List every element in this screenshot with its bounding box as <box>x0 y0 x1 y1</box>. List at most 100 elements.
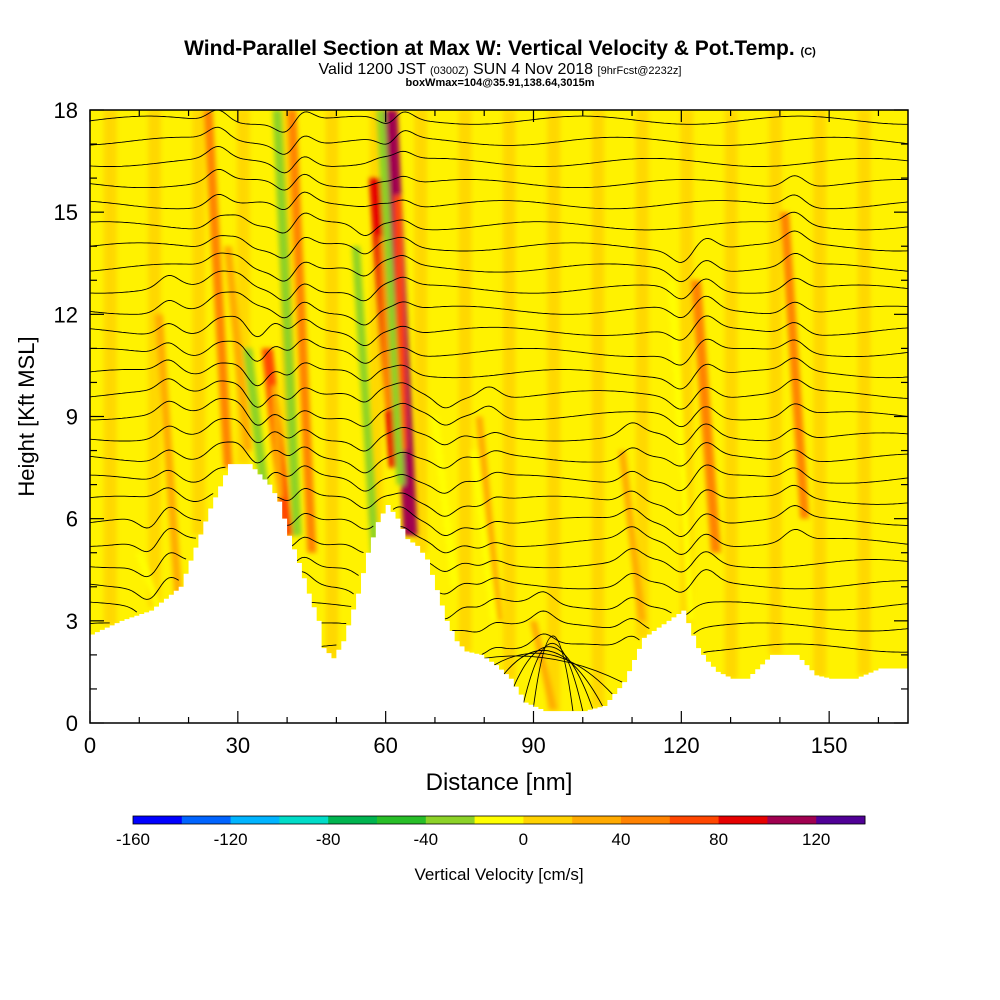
colorbar-swatch <box>669 816 720 824</box>
theta-contour-line <box>90 87 908 107</box>
colorbar-tick-label: -160 <box>116 830 150 849</box>
colorbar-swatch <box>816 816 866 824</box>
colorbar-swatch <box>133 816 183 824</box>
y-tick-label: 0 <box>66 711 78 736</box>
weak-updraft-band <box>458 110 472 652</box>
updraft-cell-core <box>379 236 393 410</box>
colorbar-swatch <box>523 816 573 824</box>
x-tick-label: 120 <box>663 733 700 758</box>
colorbar-tick-label: -80 <box>316 830 341 849</box>
downdraft-cell <box>272 110 302 536</box>
theta-contour-line <box>90 505 908 537</box>
colorbar-swatch <box>718 816 768 824</box>
colorbar-label: Vertical Velocity [cm/s] <box>414 865 583 884</box>
theta-contour-line <box>523 642 584 712</box>
weak-updraft-band <box>192 110 206 535</box>
colorbar-tick-label: -120 <box>214 830 248 849</box>
colorbar-swatch <box>621 816 671 824</box>
weak-updraft-band <box>591 110 605 708</box>
weak-updraft-band <box>325 110 339 659</box>
theta-contour-line <box>90 252 908 283</box>
updraft-cell <box>223 246 252 451</box>
theta-contour-line <box>90 126 908 155</box>
y-tick-label: 18 <box>54 98 78 123</box>
y-tick-label: 3 <box>66 609 78 634</box>
theta-contour-line <box>503 649 603 707</box>
downdraft-cell <box>431 416 459 587</box>
weak-updraft-band <box>148 110 162 607</box>
colorbar-tick-label: 80 <box>709 830 728 849</box>
weak-updraft-band <box>724 110 738 679</box>
theta-contour-line <box>90 168 908 191</box>
colorbar-tick-label: -40 <box>414 830 439 849</box>
theta-contour-line <box>321 633 908 655</box>
x-tick-label: 0 <box>84 733 96 758</box>
colorbar-tick-label: 0 <box>519 830 528 849</box>
y-axis-label: Height [Kft MSL] <box>14 336 39 496</box>
theta-contours <box>90 87 908 712</box>
updraft-cell <box>203 110 233 468</box>
theta-contour-line <box>90 484 908 517</box>
downdraft-cell <box>135 552 163 611</box>
updraft-cell <box>529 620 557 710</box>
downdraft-cell <box>667 280 695 621</box>
valid-time-line: Valid 1200 JST (0300Z) SUN 4 Nov 2018 [9… <box>0 61 1000 79</box>
colorbar-swatch <box>377 816 427 824</box>
updraft-cell-core <box>393 195 408 451</box>
updraft-cell-core <box>271 385 284 499</box>
colorbar-swatch <box>572 816 622 824</box>
weak-updraft-band <box>857 110 871 675</box>
theta-contour-line <box>90 270 908 302</box>
theta-contour-line <box>90 145 908 174</box>
y-tick-label: 15 <box>54 200 78 225</box>
theta-contour-line <box>533 635 574 712</box>
colorbar-tick-label: 40 <box>612 830 631 849</box>
theta-contour-line <box>90 315 908 347</box>
weak-updraft-band <box>502 110 516 679</box>
colorbar-swatch <box>230 816 280 824</box>
colorbar-swatch <box>425 816 476 824</box>
theta-contour-line <box>90 610 908 635</box>
theta-contour-line <box>493 652 613 695</box>
theta-contour-line <box>90 464 908 494</box>
theta-contour-line <box>90 526 908 555</box>
x-tick-label: 60 <box>373 733 397 758</box>
chart-title-text: Wind-Parallel Section at Max W: Vertical… <box>184 37 795 60</box>
theta-contour-line <box>90 230 908 263</box>
x-axis-label: Distance [nm] <box>426 769 573 796</box>
theta-contour-line <box>90 397 908 428</box>
downdraft-cell <box>470 450 498 621</box>
theta-contour-line <box>513 646 594 709</box>
updraft-cell <box>780 212 810 519</box>
weak-updraft-band <box>813 110 827 677</box>
updraft-cell <box>154 314 183 604</box>
x-tick-label: 30 <box>226 733 250 758</box>
theta-contour-line <box>90 591 908 620</box>
theta-contour-line <box>90 110 908 133</box>
colorbar-tick-label: 120 <box>802 830 830 849</box>
weak-updraft-band <box>103 110 117 626</box>
updraft-cell <box>475 416 503 621</box>
y-tick-label: 6 <box>66 507 78 532</box>
copyright-mark: (C) <box>800 46 816 58</box>
x-tick-label: 150 <box>811 733 848 758</box>
theta-contour-line <box>90 441 908 474</box>
colorbar-swatch <box>328 816 378 824</box>
weak-updraft-band <box>768 110 782 655</box>
box-info: boxWmax=104@35.91,138.64,3015m <box>405 77 595 89</box>
theta-contour-line <box>90 418 908 452</box>
theta-contour-line <box>90 357 908 390</box>
updraft-cell <box>287 110 317 553</box>
y-tick-label: 9 <box>66 405 78 430</box>
colorbar: -160 -120 -80 -40 0 40 80 120 Vertical Velocity … <box>116 815 866 884</box>
y-tick-label: 12 <box>54 302 78 327</box>
weak-updraft-band <box>547 110 561 712</box>
plot-area <box>90 87 908 723</box>
theta-contour-line <box>484 655 623 683</box>
downdraft-cell <box>243 348 273 519</box>
theta-contour-line <box>90 191 908 211</box>
chart-title: Wind-Parallel Section at Max W: Vertical… <box>0 37 1000 61</box>
colorbar-frame <box>132 815 866 825</box>
theta-contour-line <box>90 548 908 578</box>
